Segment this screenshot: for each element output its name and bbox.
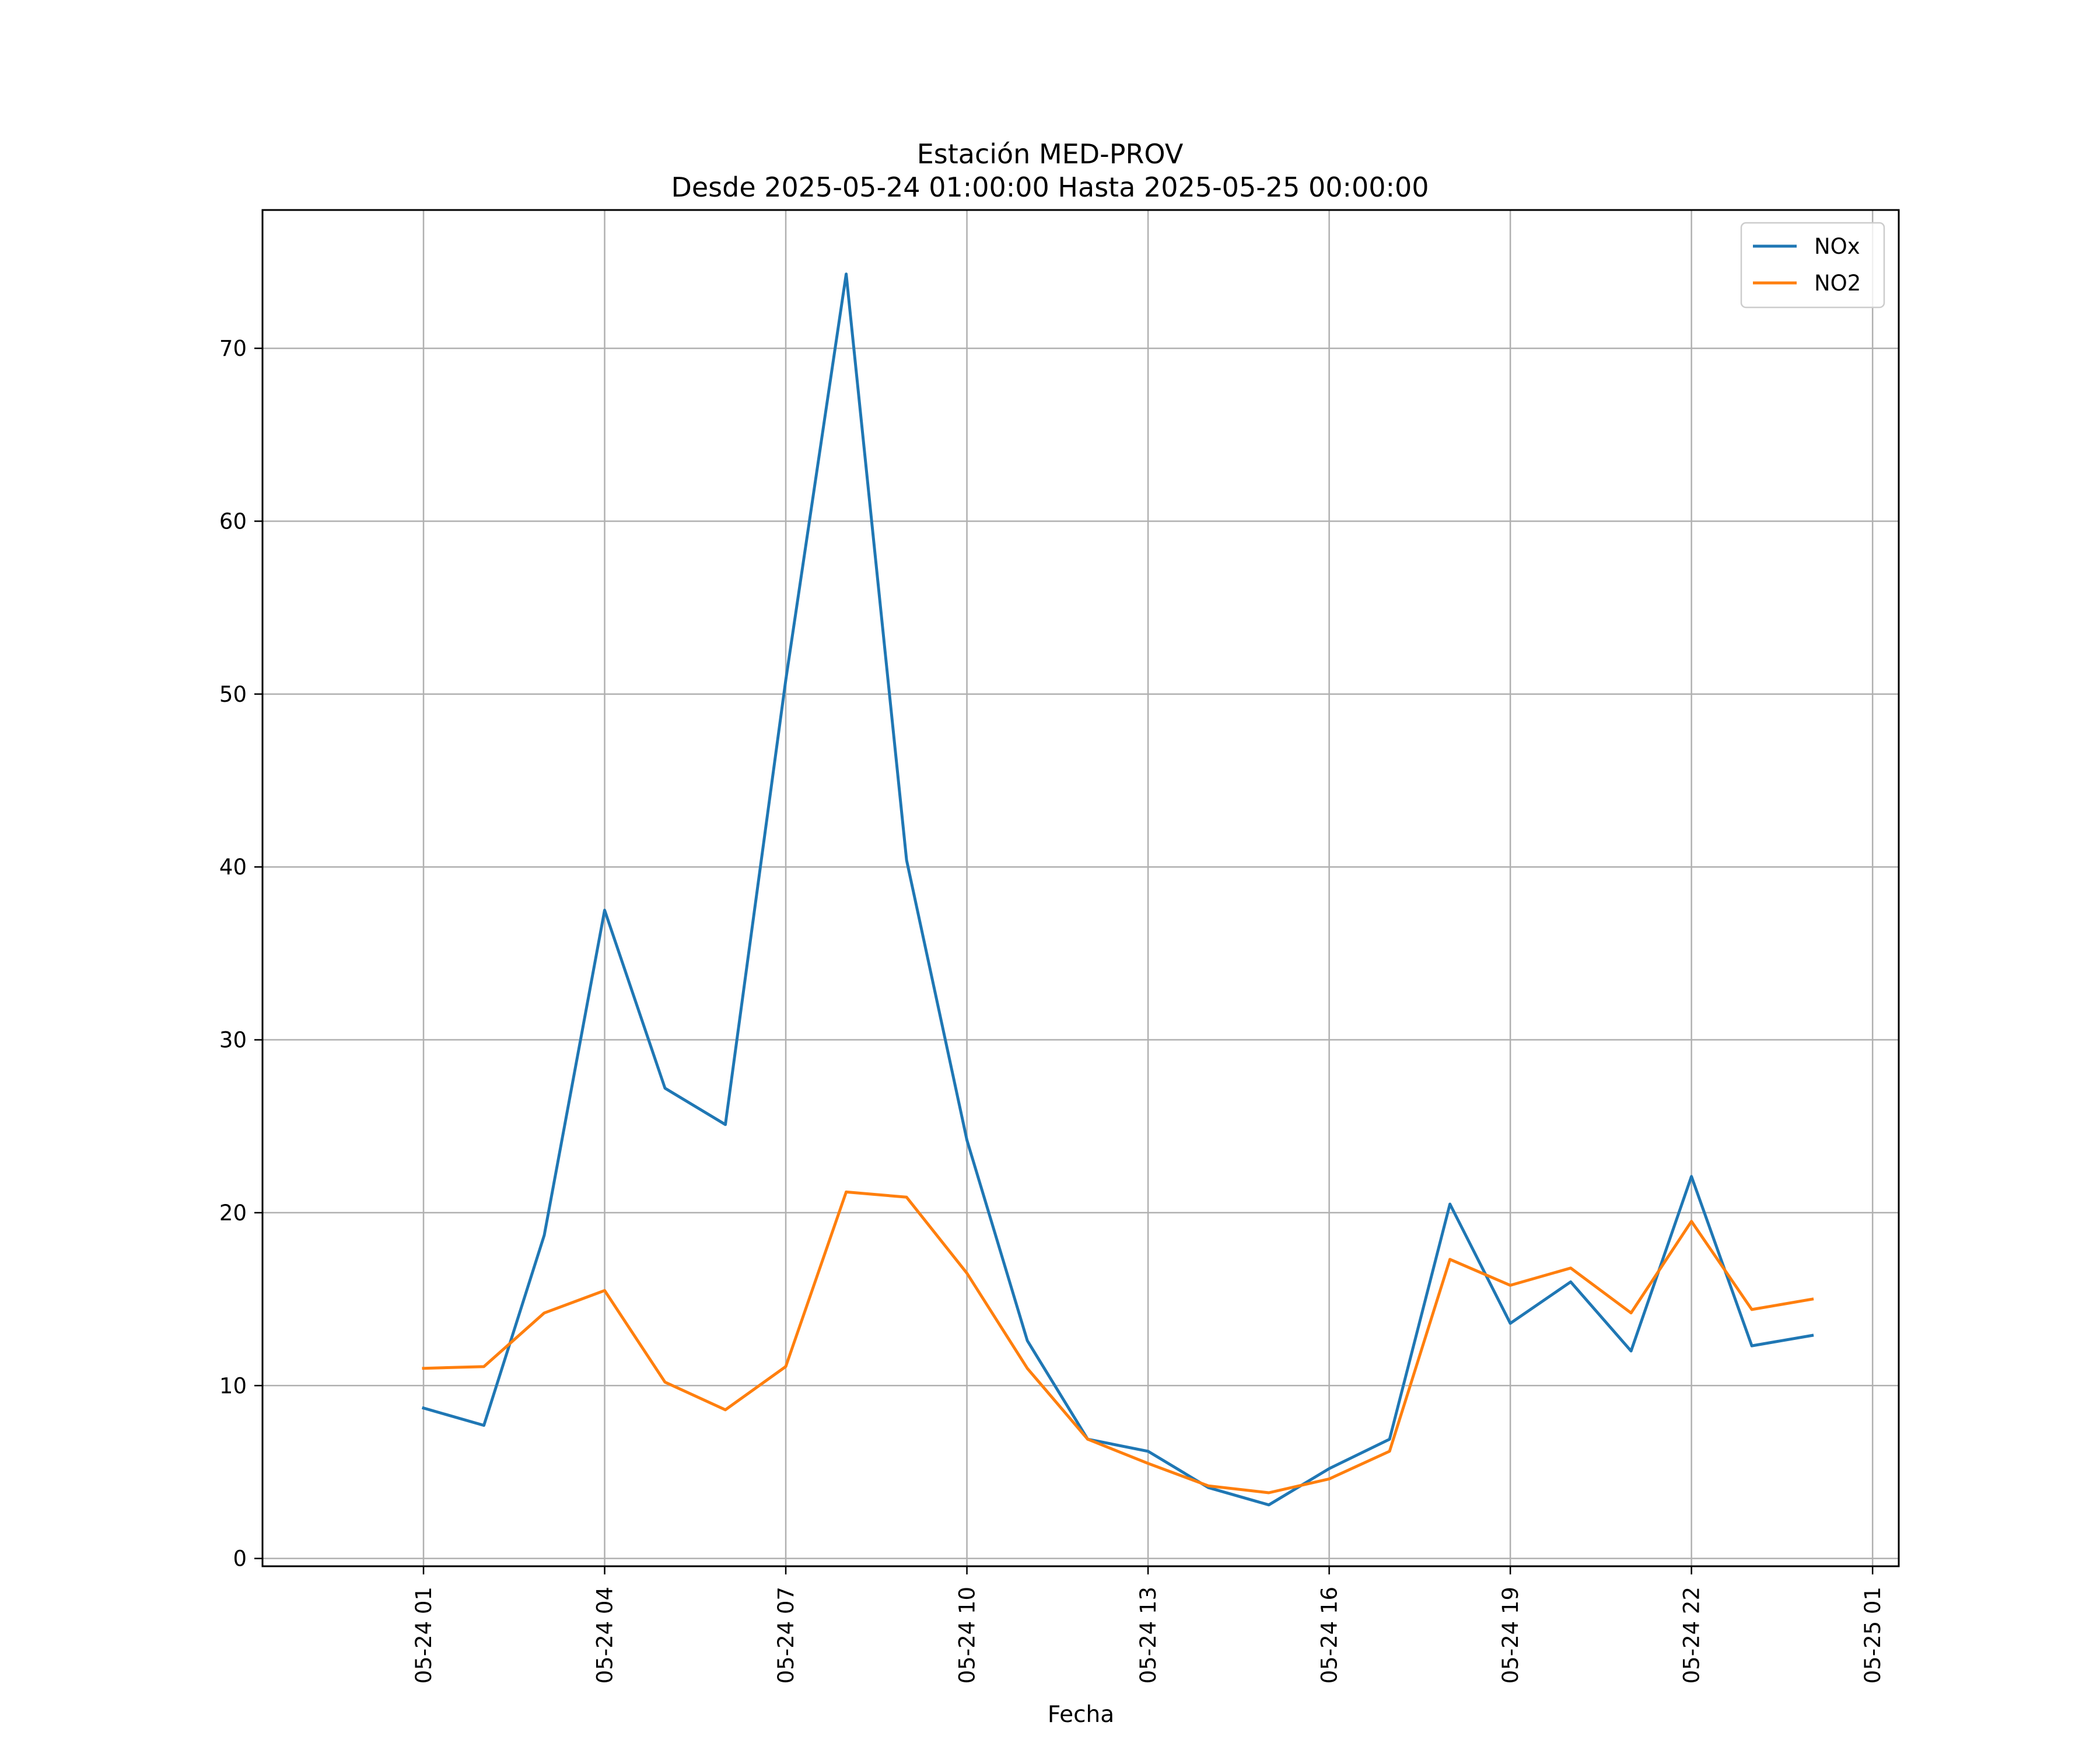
x-tick-label: 05-24 04 <box>593 1587 618 1684</box>
y-tick-label: 40 <box>219 855 247 880</box>
x-tick-label: 05-24 10 <box>955 1587 980 1684</box>
y-axis-ticks: 0 10 20 30 40 50 60 70 <box>219 336 262 1572</box>
y-tick-label: 20 <box>219 1200 247 1226</box>
x-tick-label: 05-24 19 <box>1498 1587 1523 1684</box>
chart-title: Estación MED-PROV <box>917 138 1184 170</box>
x-axis-label: Fecha <box>1048 1702 1114 1728</box>
grid <box>262 210 1899 1566</box>
x-axis-ticks: 05-24 01 05-24 04 05-24 07 05-24 10 05-24 13… <box>411 1566 1885 1684</box>
x-tick-label: 05-24 01 <box>411 1587 436 1684</box>
chart-subtitle: Desde 2025-05-24 01:00:00 Hasta 2025-05-… <box>671 172 1429 203</box>
series-line-nox <box>421 272 1814 1507</box>
legend-label-no2: NO2 <box>1814 271 1861 296</box>
y-tick-label: 10 <box>219 1373 247 1398</box>
x-tick-label: 05-24 07 <box>774 1587 799 1684</box>
y-tick-label: 30 <box>219 1028 247 1053</box>
plot-frame <box>261 209 1900 1567</box>
x-tick-label: 05-25 01 <box>1860 1587 1885 1684</box>
y-tick-label: 70 <box>219 336 247 361</box>
y-tick-label: 0 <box>233 1546 247 1572</box>
x-tick-label: 05-24 13 <box>1136 1587 1161 1684</box>
legend-box <box>1740 222 1885 309</box>
y-tick-label: 50 <box>219 682 247 707</box>
legend: NOx NO2 <box>1740 222 1885 309</box>
series-line-no2 <box>422 1190 1814 1494</box>
series-lines <box>421 272 1814 1507</box>
x-tick-label: 05-24 16 <box>1317 1587 1342 1684</box>
y-tick-label: 60 <box>219 509 247 534</box>
legend-label-nox: NOx <box>1814 234 1860 259</box>
x-tick-label: 05-24 22 <box>1679 1587 1704 1684</box>
